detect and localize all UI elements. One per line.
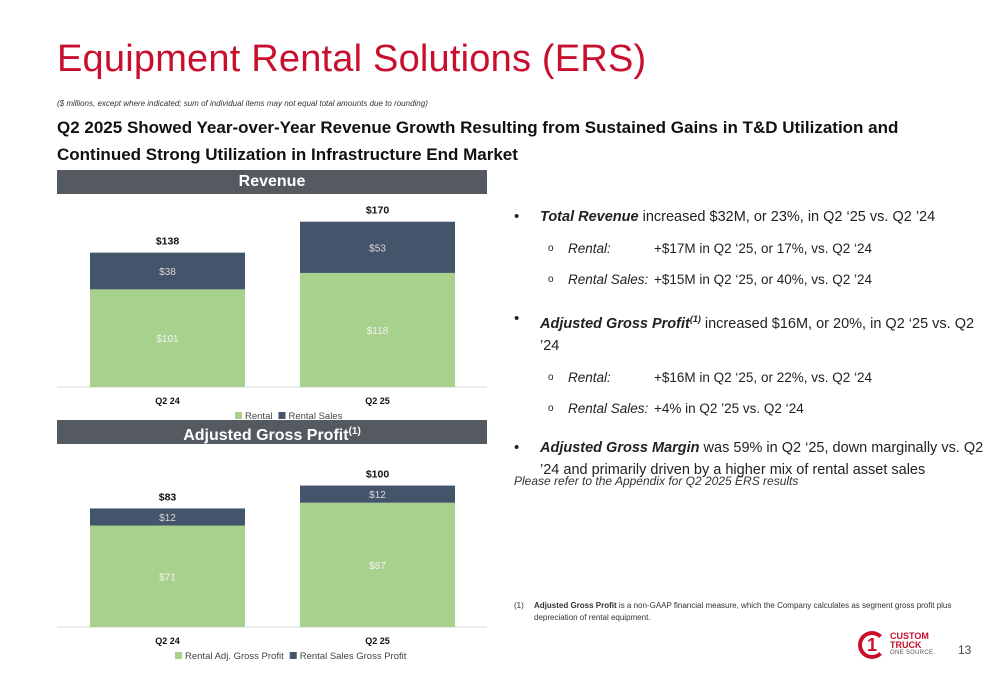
logo-mark: 1 bbox=[867, 635, 878, 655]
sub-bullet-item: Rental: +$16M in Q2 ‘25, or 22%, vs. Q2 ‘… bbox=[512, 368, 992, 388]
legend-label: Rental bbox=[245, 411, 272, 420]
total-label: $83 bbox=[159, 491, 177, 503]
bar-segment bbox=[300, 485, 455, 503]
bar-segment bbox=[300, 272, 455, 387]
data-label: $118 bbox=[367, 326, 389, 337]
bullet-lead: Adjusted Gross Profit bbox=[540, 315, 690, 332]
footnote-term: Adjusted Gross Profit bbox=[534, 601, 617, 610]
sub-bullet-label: Rental Sales: bbox=[568, 400, 649, 416]
logo-line-2: TRUCK bbox=[890, 640, 922, 650]
gross-profit-footnote-ref: (1) bbox=[348, 426, 361, 437]
bullet-item: Adjusted Gross Profit(1) increased $16M,… bbox=[512, 308, 992, 357]
bar-segment bbox=[90, 508, 245, 526]
bullet-footnote-ref: (1) bbox=[689, 314, 701, 324]
bullet-text: increased $32M, or 23%, in Q2 ‘25 vs. Q2… bbox=[638, 209, 936, 225]
sub-bullet-item: Rental Sales: +$15M in Q2 ‘25, or 40%, vs… bbox=[512, 270, 992, 290]
data-label: $53 bbox=[369, 243, 386, 254]
footnote-definition: is a non-GAAP financial measure, which t… bbox=[534, 601, 952, 622]
revenue-chart-title: Revenue bbox=[238, 173, 306, 190]
data-label: $12 bbox=[369, 490, 386, 501]
total-label: $100 bbox=[366, 469, 390, 481]
logo-ring-icon bbox=[858, 631, 886, 659]
bar-segment bbox=[90, 252, 245, 290]
commentary-bullets: Total Revenue increased $32M, or 23%, in… bbox=[512, 206, 992, 481]
revenue-chart: $101 $38 $138 Q2 24 $118 $53 $170 Q2 25 Rental Re… bbox=[57, 205, 487, 420]
footnote-number: (1) bbox=[514, 601, 524, 610]
logo-tagline: ONE SOURCE. bbox=[890, 650, 936, 656]
data-label: $101 bbox=[156, 334, 179, 345]
bar-segment bbox=[300, 221, 455, 273]
sub-bullet-label: Rental: bbox=[568, 241, 611, 256]
company-logo: 1 CUSTOM TRUCK ONE SOURCE. bbox=[858, 631, 938, 665]
gross-profit-chart-title: Adjusted Gross Profit bbox=[183, 427, 349, 445]
x-tick-label: Q2 25 bbox=[365, 636, 390, 646]
units-note: ($ millions, except where indicated; sum… bbox=[57, 99, 428, 108]
headline: Q2 2025 Showed Year-over-Year Revenue Gr… bbox=[57, 118, 899, 164]
revenue-chart-header: Revenue bbox=[57, 170, 487, 194]
legend-swatch bbox=[235, 412, 242, 419]
bullet-item: Total Revenue increased $32M, or 23%, in… bbox=[512, 206, 992, 228]
page-number: 13 bbox=[958, 643, 972, 657]
appendix-note: Please refer to the Appendix for Q2 2025… bbox=[514, 474, 799, 488]
x-tick-label: Q2 24 bbox=[155, 636, 180, 646]
bullet-item: Adjusted Gross Margin was 59% in Q2 ‘25,… bbox=[512, 437, 992, 481]
bullet-lead: Adjusted Gross Margin bbox=[540, 439, 700, 456]
sub-bullet-label: Rental: bbox=[568, 369, 611, 385]
sub-bullet-item: Rental Sales: +4% in Q2 ’25 vs. Q2 ‘24 bbox=[512, 399, 992, 419]
sub-bullet-text: +$16M in Q2 ‘25, or 22%, vs. Q2 ‘24 bbox=[654, 369, 872, 385]
legend-label: Rental Sales Gross Profit bbox=[300, 651, 407, 662]
bar-segment bbox=[90, 289, 245, 387]
sub-bullet-label: Rental Sales: bbox=[568, 272, 649, 287]
bullet-text: was 59% in Q2 ‘25, down marginally vs. Q… bbox=[540, 439, 984, 478]
total-label: $138 bbox=[156, 236, 180, 248]
footnote: (1) Adjusted Gross Profit is a non-GAAP … bbox=[514, 600, 954, 624]
bar-segment bbox=[300, 502, 455, 627]
gross-profit-chart: $71 $12 $83 Q2 24 $87 $12 $100 Q2 25 Rental Adj.… bbox=[57, 469, 487, 662]
bullet-lead: Total Revenue bbox=[540, 209, 639, 225]
bullet-text: increased $16M, or 20%, in Q2 ‘25 vs. Q2… bbox=[540, 315, 975, 354]
legend-swatch bbox=[278, 412, 286, 419]
sub-bullet-item: Rental: +$17M in Q2 ‘25, or 17%, vs. Q2 ‘… bbox=[512, 239, 992, 259]
bar-segment bbox=[90, 525, 245, 627]
gross-profit-chart-header: Adjusted Gross Profit(1) bbox=[57, 420, 487, 444]
x-tick-label: Q2 24 bbox=[155, 396, 180, 406]
sub-bullet-text: +$15M in Q2 ‘25, or 40%, vs. Q2 ’24 bbox=[654, 272, 872, 287]
data-label: $38 bbox=[159, 267, 176, 278]
page-title: Equipment Rental Solutions (ERS) bbox=[57, 38, 647, 80]
sub-bullet-text: +$17M in Q2 ‘25, or 17%, vs. Q2 ‘24 bbox=[654, 241, 872, 256]
data-label: $71 bbox=[159, 572, 176, 583]
legend-swatch bbox=[289, 652, 297, 659]
legend-label: Rental Adj. Gross Profit bbox=[185, 651, 284, 662]
sub-bullet-text: +4% in Q2 ’25 vs. Q2 ‘24 bbox=[654, 400, 804, 416]
total-label: $170 bbox=[366, 205, 390, 217]
logo-wordmark: CUSTOM TRUCK bbox=[890, 632, 929, 650]
footnote-text: Adjusted Gross Profit is a non-GAAP fina… bbox=[514, 600, 954, 624]
logo-line-1: CUSTOM bbox=[890, 631, 929, 641]
data-label: $87 bbox=[369, 561, 386, 572]
legend-swatch bbox=[175, 652, 182, 659]
data-label: $12 bbox=[159, 513, 176, 524]
x-tick-label: Q2 25 bbox=[365, 396, 390, 406]
legend-label: Rental Sales bbox=[288, 411, 342, 420]
